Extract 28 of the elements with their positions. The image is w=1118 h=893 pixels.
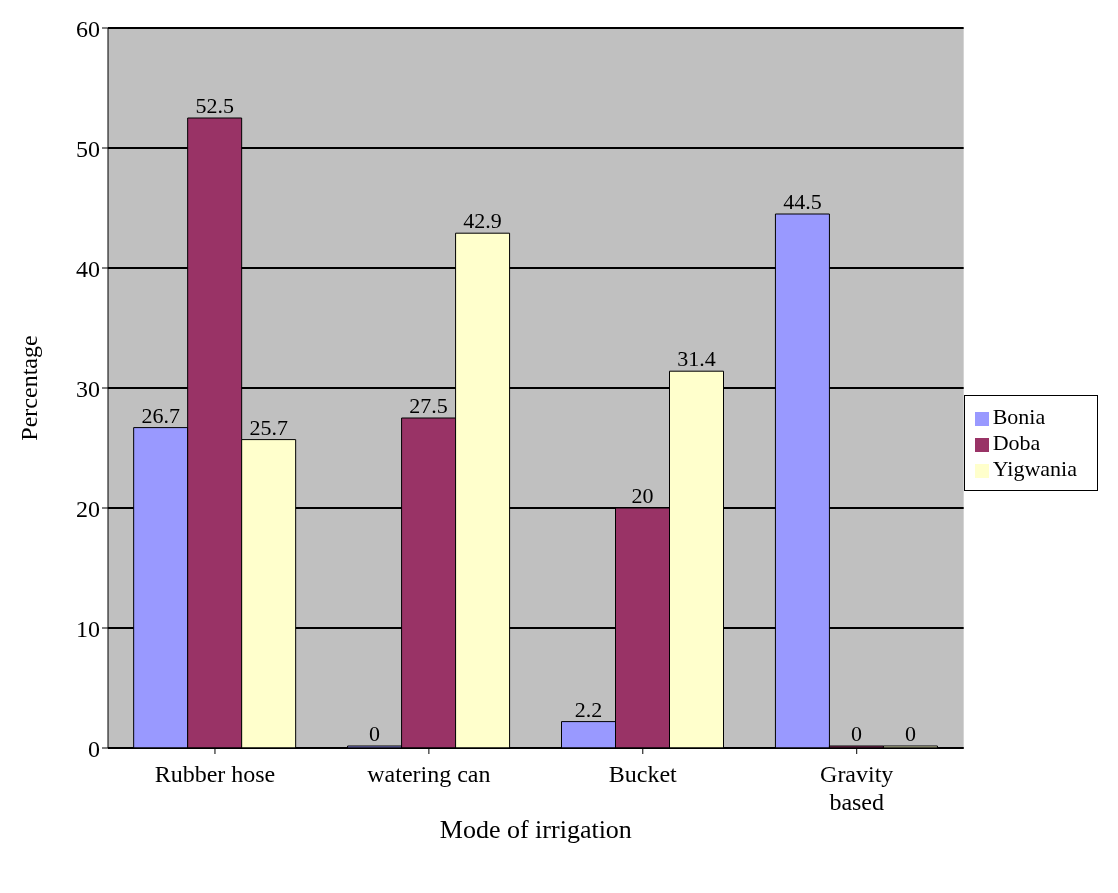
data-label: 25.7	[249, 414, 288, 440]
data-label: 26.7	[141, 402, 180, 428]
y-tick-label: 0	[88, 735, 100, 762]
y-tick-label: 20	[76, 495, 100, 522]
x-tick-label: watering can	[367, 761, 491, 787]
y-tick-label: 50	[76, 135, 100, 162]
data-label: 31.4	[677, 346, 716, 372]
data-label: 0	[369, 721, 381, 746]
data-label: 42.9	[463, 208, 502, 234]
y-tick-label: 40	[76, 255, 100, 282]
x-axis-title: Mode of irrigation	[439, 815, 632, 844]
data-label: 2.2	[574, 696, 603, 722]
data-label: 0	[850, 721, 862, 746]
x-tick-label: Bucket	[608, 761, 678, 787]
y-tick-label: 60	[76, 15, 100, 42]
data-label: 20	[631, 483, 654, 508]
legend-label: Bonia	[992, 404, 1046, 429]
data-label: 27.5	[409, 393, 448, 418]
x-tick-label: Rubber hose	[154, 761, 276, 787]
data-label: 44.5	[783, 189, 822, 214]
y-axis-title: Percentage	[15, 335, 42, 441]
x-tick-label: Gravity based	[820, 761, 894, 815]
legend-label: Yigwania	[992, 456, 1077, 481]
data-label: 0	[904, 721, 916, 746]
y-tick-label: 30	[76, 375, 100, 402]
y-tick-label: 10	[76, 615, 100, 642]
data-label: 52.5	[195, 93, 234, 118]
legend-label: Doba	[992, 430, 1041, 455]
